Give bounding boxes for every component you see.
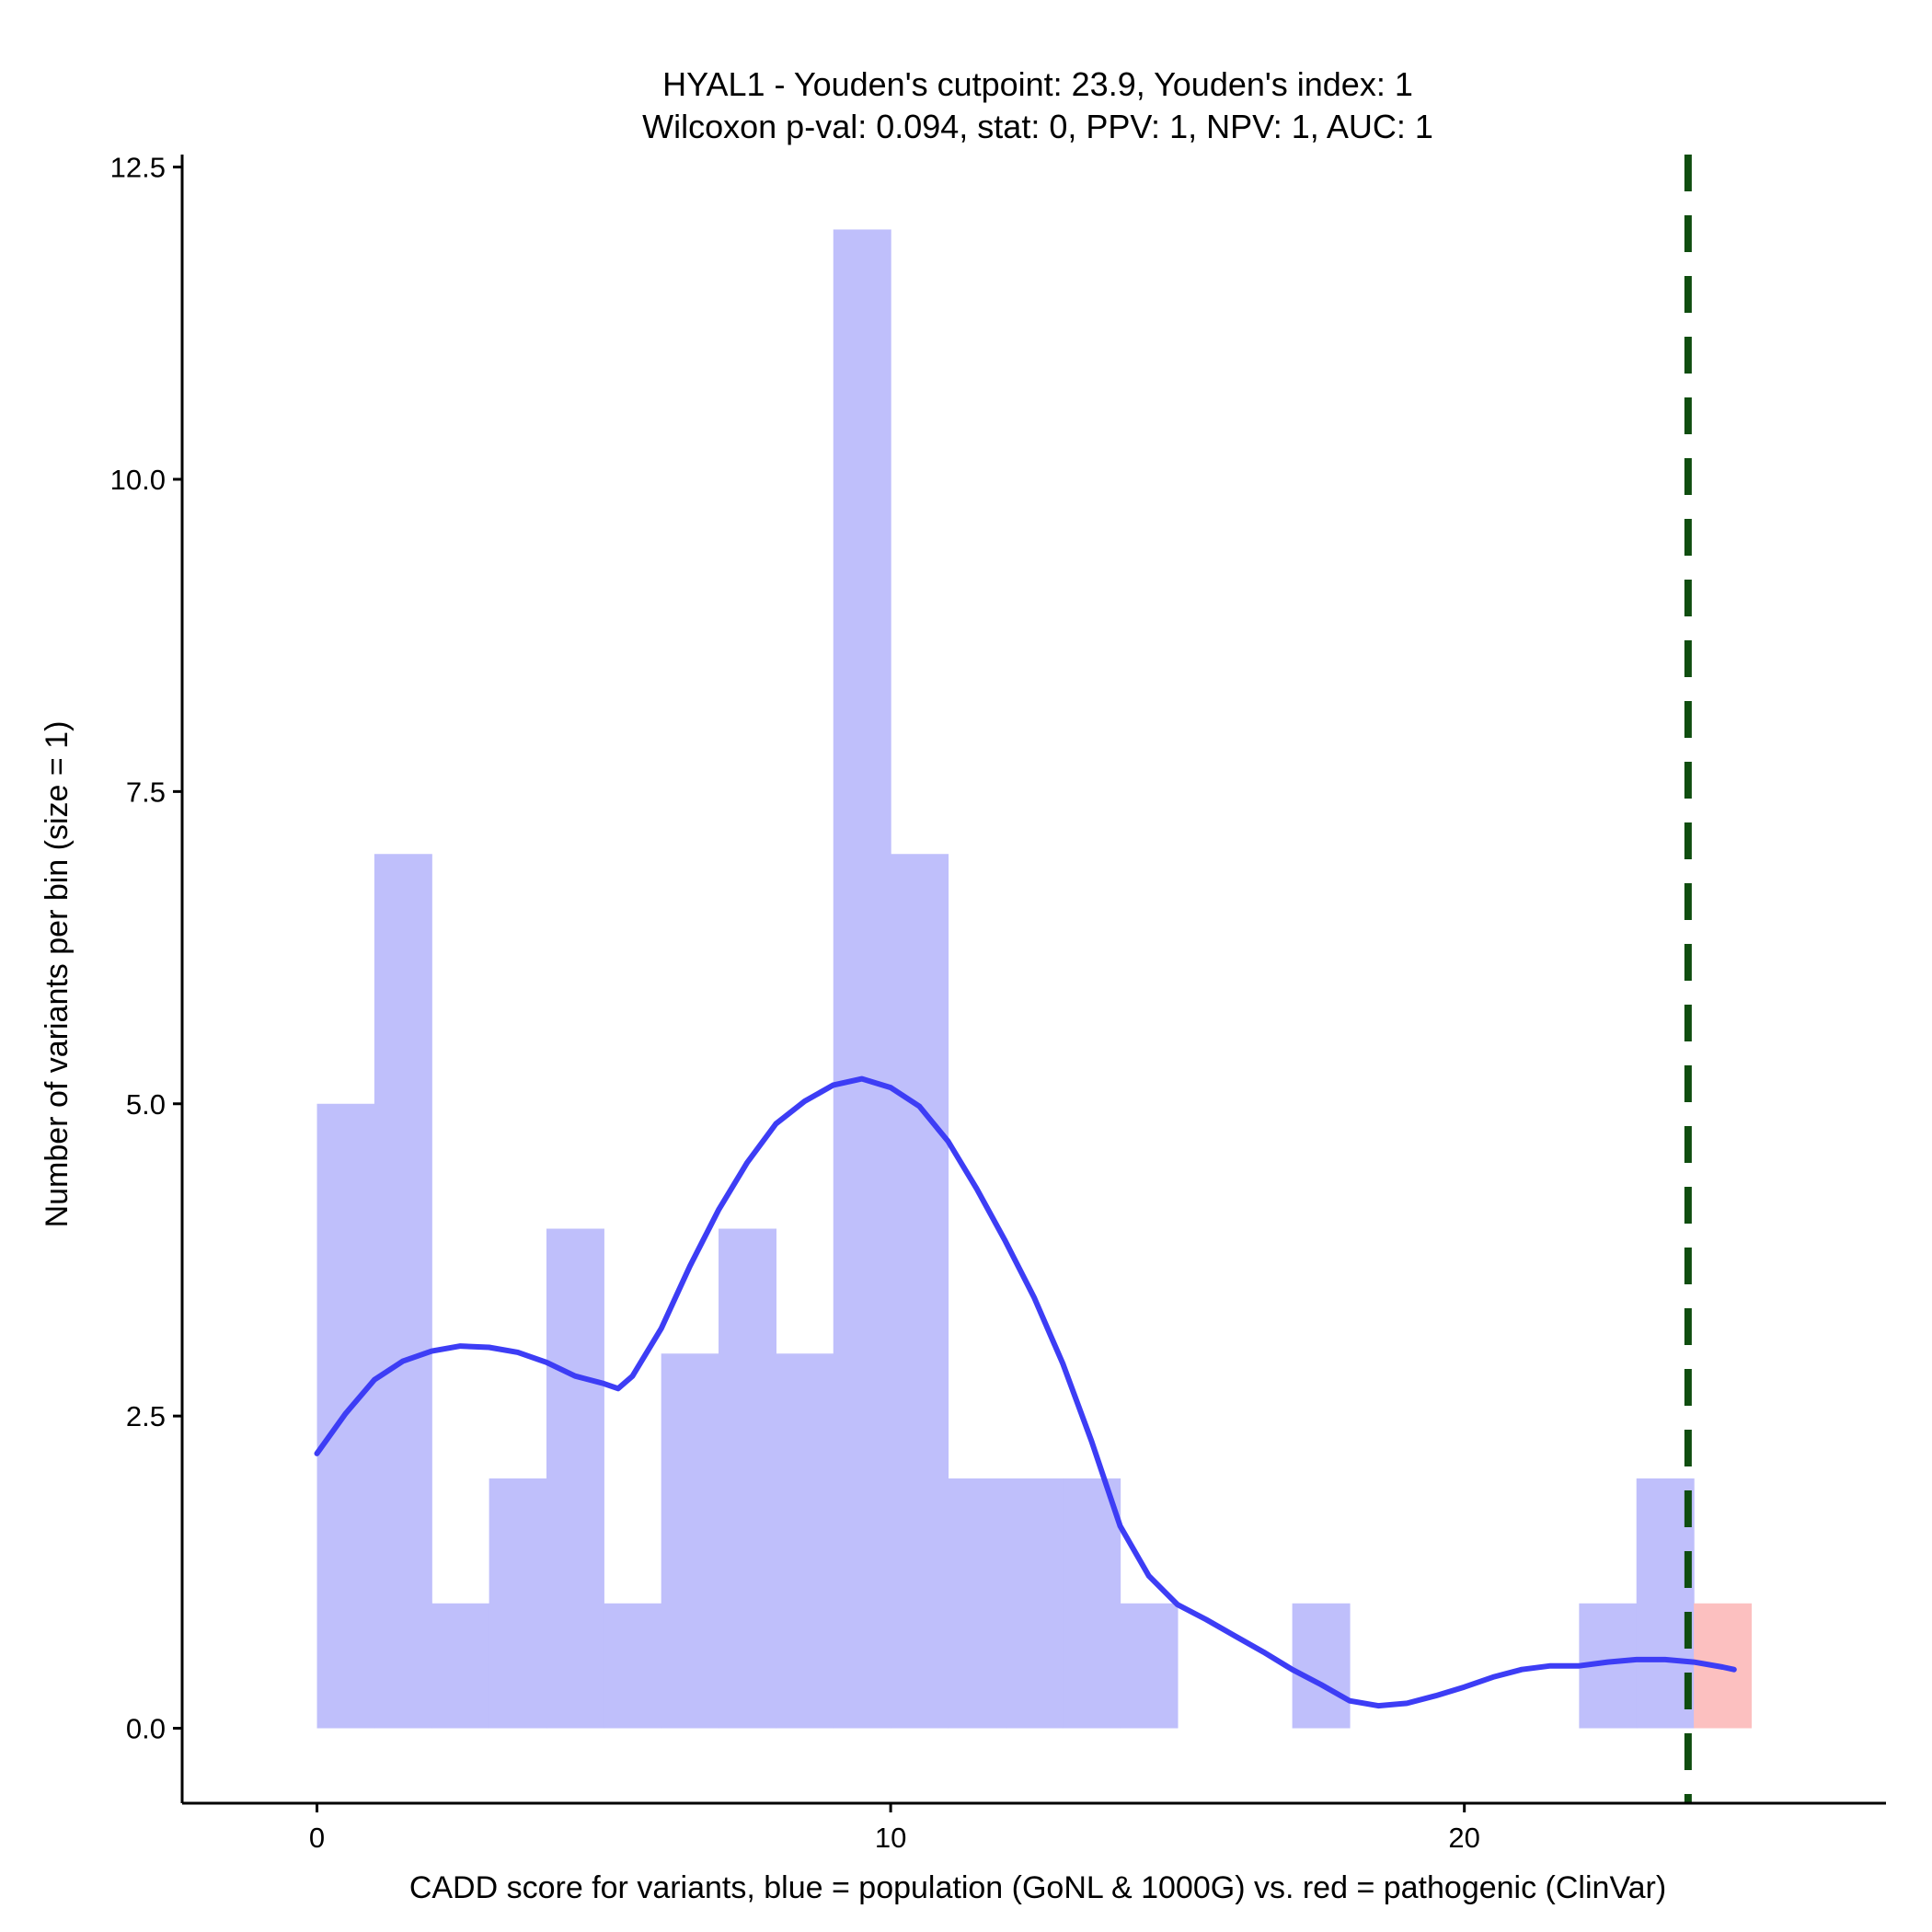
histogram-bar: [1063, 1478, 1121, 1729]
y-axis-ticks: 0.0 2.5 5.0 7.5 10.0 12.5: [110, 152, 182, 1745]
y-axis-title: Number of variants per bin (size = 1): [40, 721, 75, 1228]
series-population: [316, 229, 1695, 1729]
y-tick-label: 10.0: [110, 464, 166, 496]
x-tick-label: 0: [309, 1822, 325, 1854]
histogram-bar: [891, 854, 949, 1729]
histogram-bar: [833, 229, 891, 1729]
histogram-bar: [948, 1478, 1006, 1729]
chart-title-line-2: Wilcoxon p-val: 0.094, stat: 0, PPV: 1, …: [642, 108, 1433, 145]
histogram-bar: [661, 1353, 719, 1729]
histogram-bar: [1005, 1478, 1064, 1729]
histogram-bar: [489, 1478, 547, 1729]
chart-title-line-1: HYAL1 - Youden's cutpoint: 23.9, Youden'…: [662, 65, 1413, 103]
y-tick-label: 5.0: [126, 1088, 166, 1121]
histogram-bar: [1120, 1603, 1179, 1729]
y-tick-label: 12.5: [110, 152, 166, 184]
density-curve: [314, 1075, 1737, 1709]
axes: 0.0 2.5 5.0 7.5 10.0 12.5 0 10 20: [110, 152, 1886, 1854]
chart-title: HYAL1 - Youden's cutpoint: 23.9, Youden'…: [642, 65, 1433, 145]
histogram-bar: [546, 1228, 604, 1729]
x-axis-title: CADD score for variants, blue = populati…: [409, 1870, 1666, 1905]
histogram-bar: [776, 1353, 834, 1729]
histogram-bar: [431, 1603, 490, 1729]
histogram-bar: [374, 854, 432, 1729]
x-axis-ticks: 0 10 20: [309, 1803, 1480, 1854]
histogram-bar: [1292, 1603, 1351, 1729]
x-tick-label: 20: [1448, 1822, 1479, 1854]
histogram-bar: [719, 1228, 776, 1729]
y-tick-label: 2.5: [126, 1400, 166, 1432]
histogram-bar: [604, 1603, 662, 1729]
y-tick-label: 7.5: [126, 776, 166, 808]
plot-area: [314, 155, 1753, 1803]
x-tick-label: 10: [875, 1822, 906, 1854]
y-tick-label: 0.0: [126, 1713, 166, 1745]
